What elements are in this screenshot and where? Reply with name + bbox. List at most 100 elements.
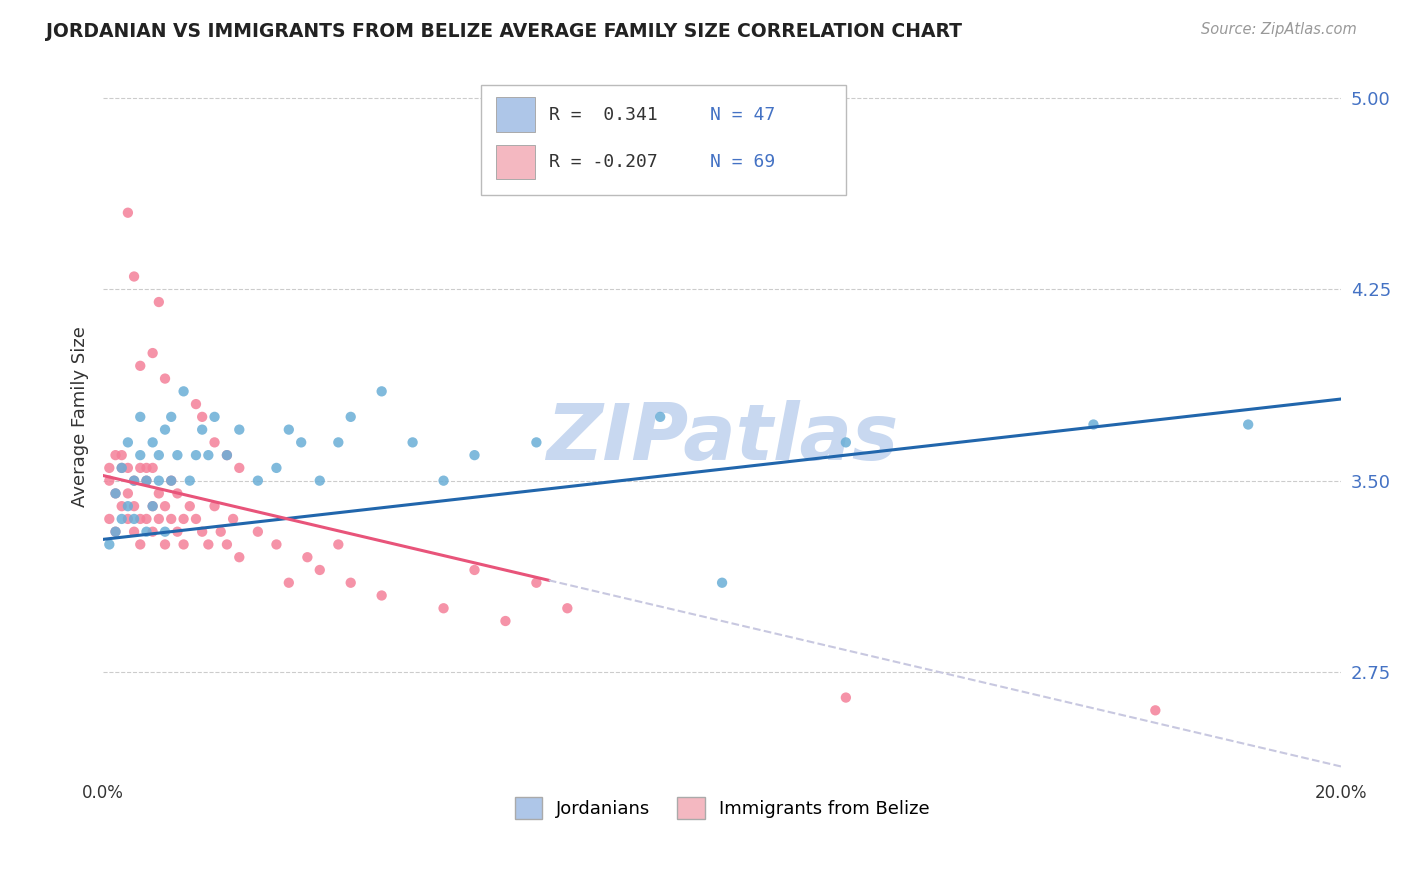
Text: N = 69: N = 69 <box>710 153 775 170</box>
Point <box>142 499 165 513</box>
Point <box>179 499 201 513</box>
Point <box>148 486 170 500</box>
Point <box>328 435 350 450</box>
Point <box>297 550 319 565</box>
Point <box>98 474 121 488</box>
Point <box>197 448 219 462</box>
Point <box>148 448 170 462</box>
Point <box>266 461 288 475</box>
Point <box>117 486 139 500</box>
Point <box>153 423 176 437</box>
Point <box>1237 417 1260 432</box>
Point <box>246 524 269 539</box>
Point <box>148 512 170 526</box>
Point <box>463 448 485 462</box>
Point <box>129 512 152 526</box>
Point <box>432 601 454 615</box>
Text: JORDANIAN VS IMMIGRANTS FROM BELIZE AVERAGE FAMILY SIZE CORRELATION CHART: JORDANIAN VS IMMIGRANTS FROM BELIZE AVER… <box>46 22 962 41</box>
Point <box>228 461 250 475</box>
Point <box>308 474 330 488</box>
Point <box>129 409 152 424</box>
Point <box>204 409 226 424</box>
Point <box>111 461 134 475</box>
Point <box>401 435 423 450</box>
Point <box>166 524 188 539</box>
Point <box>122 474 145 488</box>
Point <box>209 524 232 539</box>
Point <box>1144 703 1167 717</box>
Point <box>711 575 734 590</box>
Point <box>104 486 127 500</box>
Point <box>835 690 858 705</box>
Point <box>277 423 299 437</box>
Point <box>104 448 127 462</box>
Point <box>160 474 183 488</box>
Text: Source: ZipAtlas.com: Source: ZipAtlas.com <box>1201 22 1357 37</box>
Point <box>222 512 245 526</box>
Point <box>153 499 176 513</box>
Point <box>122 474 145 488</box>
Point <box>228 550 250 565</box>
Point <box>135 512 157 526</box>
Point <box>148 474 170 488</box>
Point <box>173 512 195 526</box>
Point <box>160 474 183 488</box>
Point <box>153 371 176 385</box>
Point <box>173 384 195 399</box>
Point <box>1083 417 1105 432</box>
Point <box>526 575 548 590</box>
Point <box>135 461 157 475</box>
Point <box>370 589 392 603</box>
Point <box>166 448 188 462</box>
Point <box>463 563 485 577</box>
Point <box>308 563 330 577</box>
Point <box>204 435 226 450</box>
Point <box>122 499 145 513</box>
Point <box>122 512 145 526</box>
Point <box>117 461 139 475</box>
Point <box>148 295 170 310</box>
Point <box>266 537 288 551</box>
Point <box>104 486 127 500</box>
Point <box>160 512 183 526</box>
Point <box>197 537 219 551</box>
Point <box>98 537 121 551</box>
Point <box>153 537 176 551</box>
Point <box>111 512 134 526</box>
Point <box>557 601 579 615</box>
Point <box>111 461 134 475</box>
Point <box>129 461 152 475</box>
Point <box>122 269 145 284</box>
Point <box>184 397 207 411</box>
Y-axis label: Average Family Size: Average Family Size <box>72 326 89 508</box>
Point <box>166 486 188 500</box>
Point <box>432 474 454 488</box>
Point <box>142 461 165 475</box>
Point <box>104 524 127 539</box>
Legend: Jordanians, Immigrants from Belize: Jordanians, Immigrants from Belize <box>508 789 936 826</box>
Point <box>117 512 139 526</box>
Point <box>339 575 361 590</box>
Point <box>153 524 176 539</box>
Point <box>494 614 516 628</box>
Point <box>204 499 226 513</box>
Point <box>228 423 250 437</box>
Point <box>191 409 214 424</box>
Point <box>122 524 145 539</box>
Point <box>290 435 312 450</box>
Point <box>135 474 157 488</box>
Point <box>160 409 183 424</box>
Point <box>339 409 361 424</box>
Text: ZIPatlas: ZIPatlas <box>546 401 898 476</box>
Point <box>215 448 238 462</box>
FancyBboxPatch shape <box>495 97 536 132</box>
Point <box>111 448 134 462</box>
Point <box>129 448 152 462</box>
Point <box>129 359 152 373</box>
Point <box>246 474 269 488</box>
Point <box>104 524 127 539</box>
Text: R = -0.207: R = -0.207 <box>548 153 658 170</box>
Point <box>98 512 121 526</box>
Point <box>117 205 139 219</box>
FancyBboxPatch shape <box>481 85 846 195</box>
